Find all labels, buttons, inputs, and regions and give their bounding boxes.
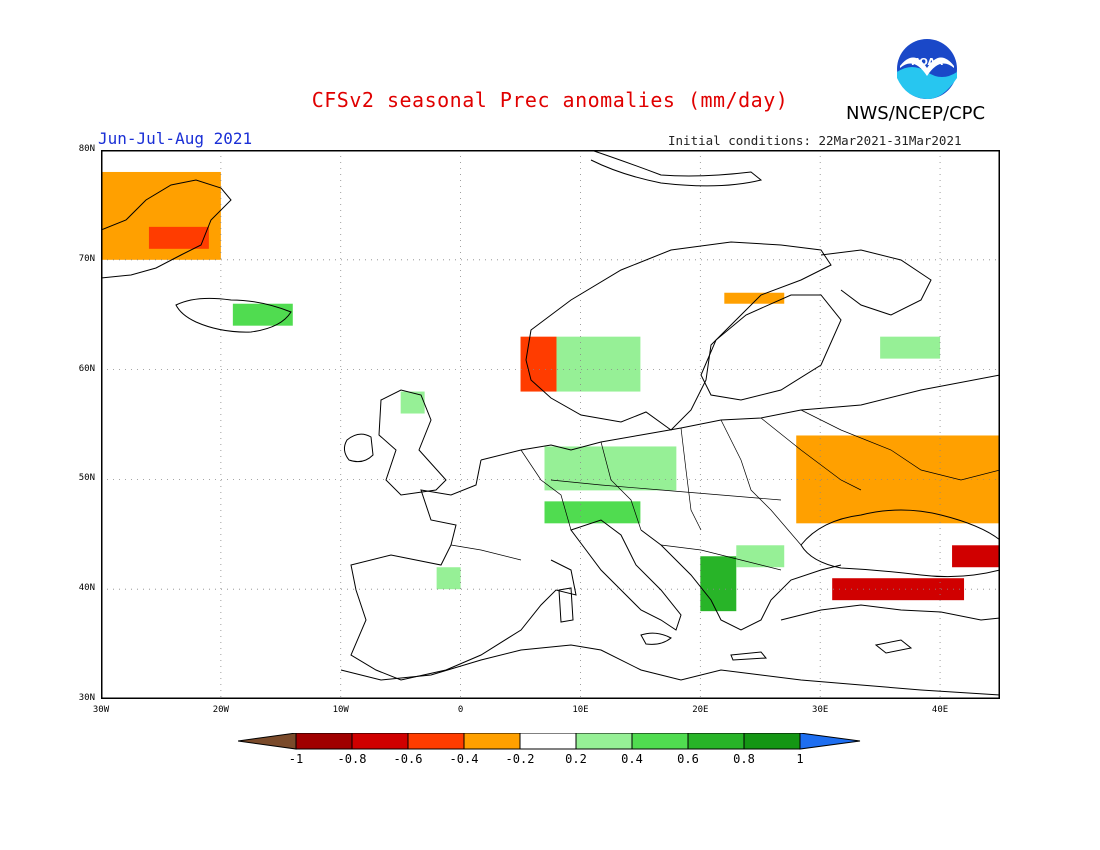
anomaly-region-9	[544, 501, 641, 524]
colorbar-swatch	[631, 733, 689, 750]
agency-label: NWS/NCEP/CPC	[846, 103, 986, 124]
lon-tick-label: 20E	[692, 705, 709, 715]
colorbar-label: 0.6	[677, 752, 699, 766]
colorbar-label: 0.4	[621, 752, 643, 766]
season-label: Jun-Jul-Aug 2021	[98, 129, 253, 148]
logo-text: NOAA	[911, 57, 943, 68]
anomaly-region-1	[148, 226, 209, 249]
colorbar-label: 0.8	[733, 752, 755, 766]
anomaly-layer	[101, 171, 1000, 612]
colorbar-swatch	[575, 733, 633, 750]
colorbar-label: -0.6	[393, 752, 423, 766]
anomaly-region-13	[700, 556, 737, 612]
lat-tick-label: 50N	[78, 473, 95, 484]
colorbar-max-arrow	[799, 733, 861, 750]
lon-tick-label: 10E	[572, 705, 589, 715]
colorbar-swatch	[463, 733, 521, 750]
colorbar-swatch	[743, 733, 801, 750]
lat-tick-label: 70N	[78, 253, 95, 264]
colorbar-label: 1	[796, 752, 804, 766]
anomaly-region-4	[556, 336, 641, 392]
anomaly-region-7	[400, 391, 425, 414]
lon-tick-label: 0	[457, 705, 464, 715]
colorbar-label: -1	[288, 752, 304, 766]
colorbar-label: -0.2	[505, 752, 535, 766]
colorbar-swatch	[295, 733, 353, 750]
map-frame	[101, 150, 1000, 699]
colorbar-min-arrow	[238, 733, 297, 750]
lon-tick-label: 40E	[931, 705, 949, 715]
lon-tick-label: 20W	[212, 705, 229, 715]
anomaly-region-8	[544, 446, 677, 491]
colorbar-label: -0.4	[449, 752, 479, 766]
anomaly-region-10	[796, 435, 1000, 524]
lat-tick-label: 60N	[78, 363, 95, 374]
colorbar-swatch	[407, 733, 465, 750]
colorbar-swatch	[687, 733, 745, 750]
anomaly-region-11	[952, 545, 1000, 568]
anomaly-region-14	[736, 545, 785, 568]
colorbar-swatch	[351, 733, 409, 750]
anomaly-region-5	[724, 292, 785, 304]
noaa-logo: NOAA	[897, 39, 957, 100]
lat-tick-label: 80N	[78, 144, 95, 154]
precip-anomaly-map	[101, 150, 1000, 699]
anomaly-region-15	[436, 567, 461, 590]
lon-tick-label: 30E	[812, 705, 829, 715]
anomaly-region-2	[232, 303, 293, 326]
colorbar-label: 0.2	[565, 752, 587, 766]
colorbar-swatch	[519, 733, 577, 750]
lon-tick-label: 10W	[332, 705, 349, 715]
colorbar-label: -0.8	[337, 752, 367, 766]
lat-tick-label: 30N	[78, 693, 95, 703]
plot-title: CFSv2 seasonal Prec anomalies (mm/day)	[311, 88, 789, 112]
grid-lines	[101, 150, 1000, 699]
anomaly-region-3	[520, 336, 557, 392]
coastlines	[101, 150, 1000, 696]
anomaly-region-6	[880, 336, 941, 359]
lat-tick-label: 40N	[78, 583, 95, 594]
lon-tick-label: 30W	[92, 705, 110, 715]
initial-conditions-label: Initial conditions: 22Mar2021-31Mar2021	[668, 133, 962, 148]
borders	[450, 409, 1000, 571]
anomaly-region-12	[832, 578, 965, 601]
colorbar	[238, 733, 861, 750]
